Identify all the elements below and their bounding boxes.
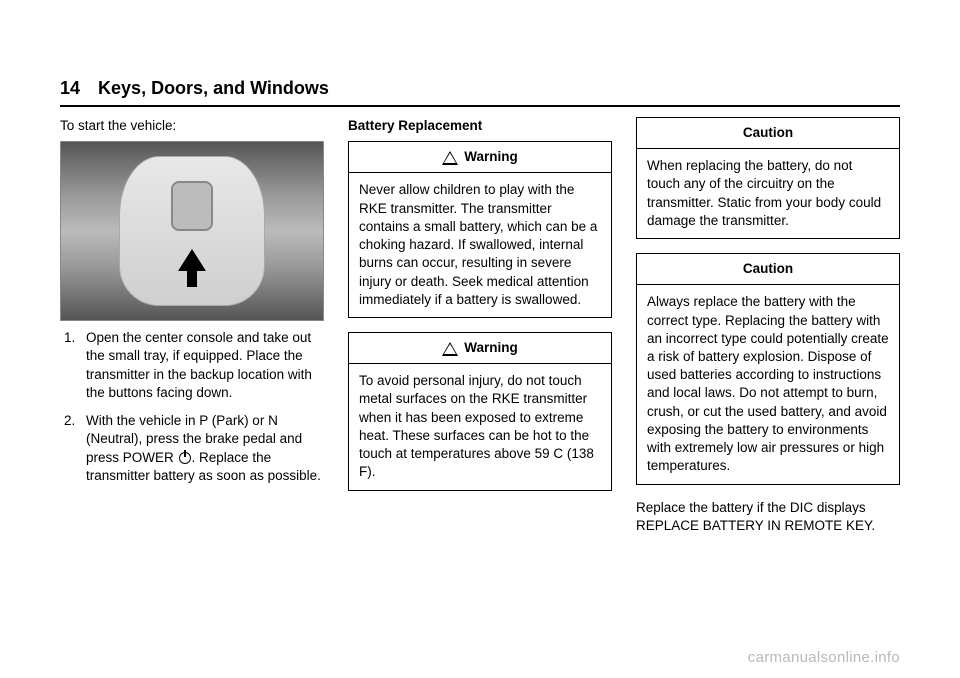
warning-label: Warning	[464, 148, 518, 166]
warning-box-1-body: Never allow children to play with the RK…	[349, 173, 611, 317]
page-number: 14	[60, 78, 80, 99]
caution-label: Caution	[743, 124, 793, 142]
power-icon	[179, 452, 191, 464]
up-arrow-icon	[178, 249, 206, 271]
steps-list: Open the center console and take out the…	[60, 329, 324, 485]
step-1: Open the center console and take out the…	[60, 329, 324, 402]
page-header: 14 Keys, Doors, and Windows	[60, 78, 900, 107]
step-1-text: Open the center console and take out the…	[86, 330, 312, 400]
column-2: Battery Replacement Warning Never allow …	[348, 117, 612, 541]
console-figure	[60, 141, 324, 321]
section-title: Keys, Doors, and Windows	[98, 78, 329, 99]
warning-box-1: Warning Never allow children to play wit…	[348, 141, 612, 318]
battery-replacement-heading: Battery Replacement	[348, 117, 612, 135]
step-2: With the vehicle in P (Park) or N (Neutr…	[60, 412, 324, 485]
watermark: carmanualsonline.info	[748, 649, 900, 666]
manual-page: 14 Keys, Doors, and Windows To start the…	[0, 0, 960, 678]
column-1: To start the vehicle: Open the center co…	[60, 117, 324, 541]
warning-label: Warning	[464, 339, 518, 357]
caution-box-2: Caution Always replace the battery with …	[636, 253, 900, 484]
intro-text: To start the vehicle:	[60, 117, 324, 135]
warning-box-2-title: Warning	[349, 333, 611, 364]
caution-box-1-body: When replacing the battery, do not touch…	[637, 149, 899, 238]
caution-box-2-body: Always replace the battery with the corr…	[637, 285, 899, 483]
warning-triangle-icon	[442, 151, 458, 165]
warning-box-1-title: Warning	[349, 142, 611, 173]
warning-box-2-body: To avoid personal injury, do not touch m…	[349, 364, 611, 489]
caution-box-1: Caution When replacing the battery, do n…	[636, 117, 900, 239]
caution-box-1-title: Caution	[637, 118, 899, 149]
warning-box-2: Warning To avoid personal injury, do not…	[348, 332, 612, 491]
transmitter-slot	[171, 181, 213, 231]
warning-triangle-icon	[442, 342, 458, 356]
content-columns: To start the vehicle: Open the center co…	[60, 117, 900, 541]
caution-box-2-title: Caution	[637, 254, 899, 285]
caution-label: Caution	[743, 260, 793, 278]
column-3: Caution When replacing the battery, do n…	[636, 117, 900, 541]
closing-text: Replace the battery if the DIC displays …	[636, 499, 900, 535]
